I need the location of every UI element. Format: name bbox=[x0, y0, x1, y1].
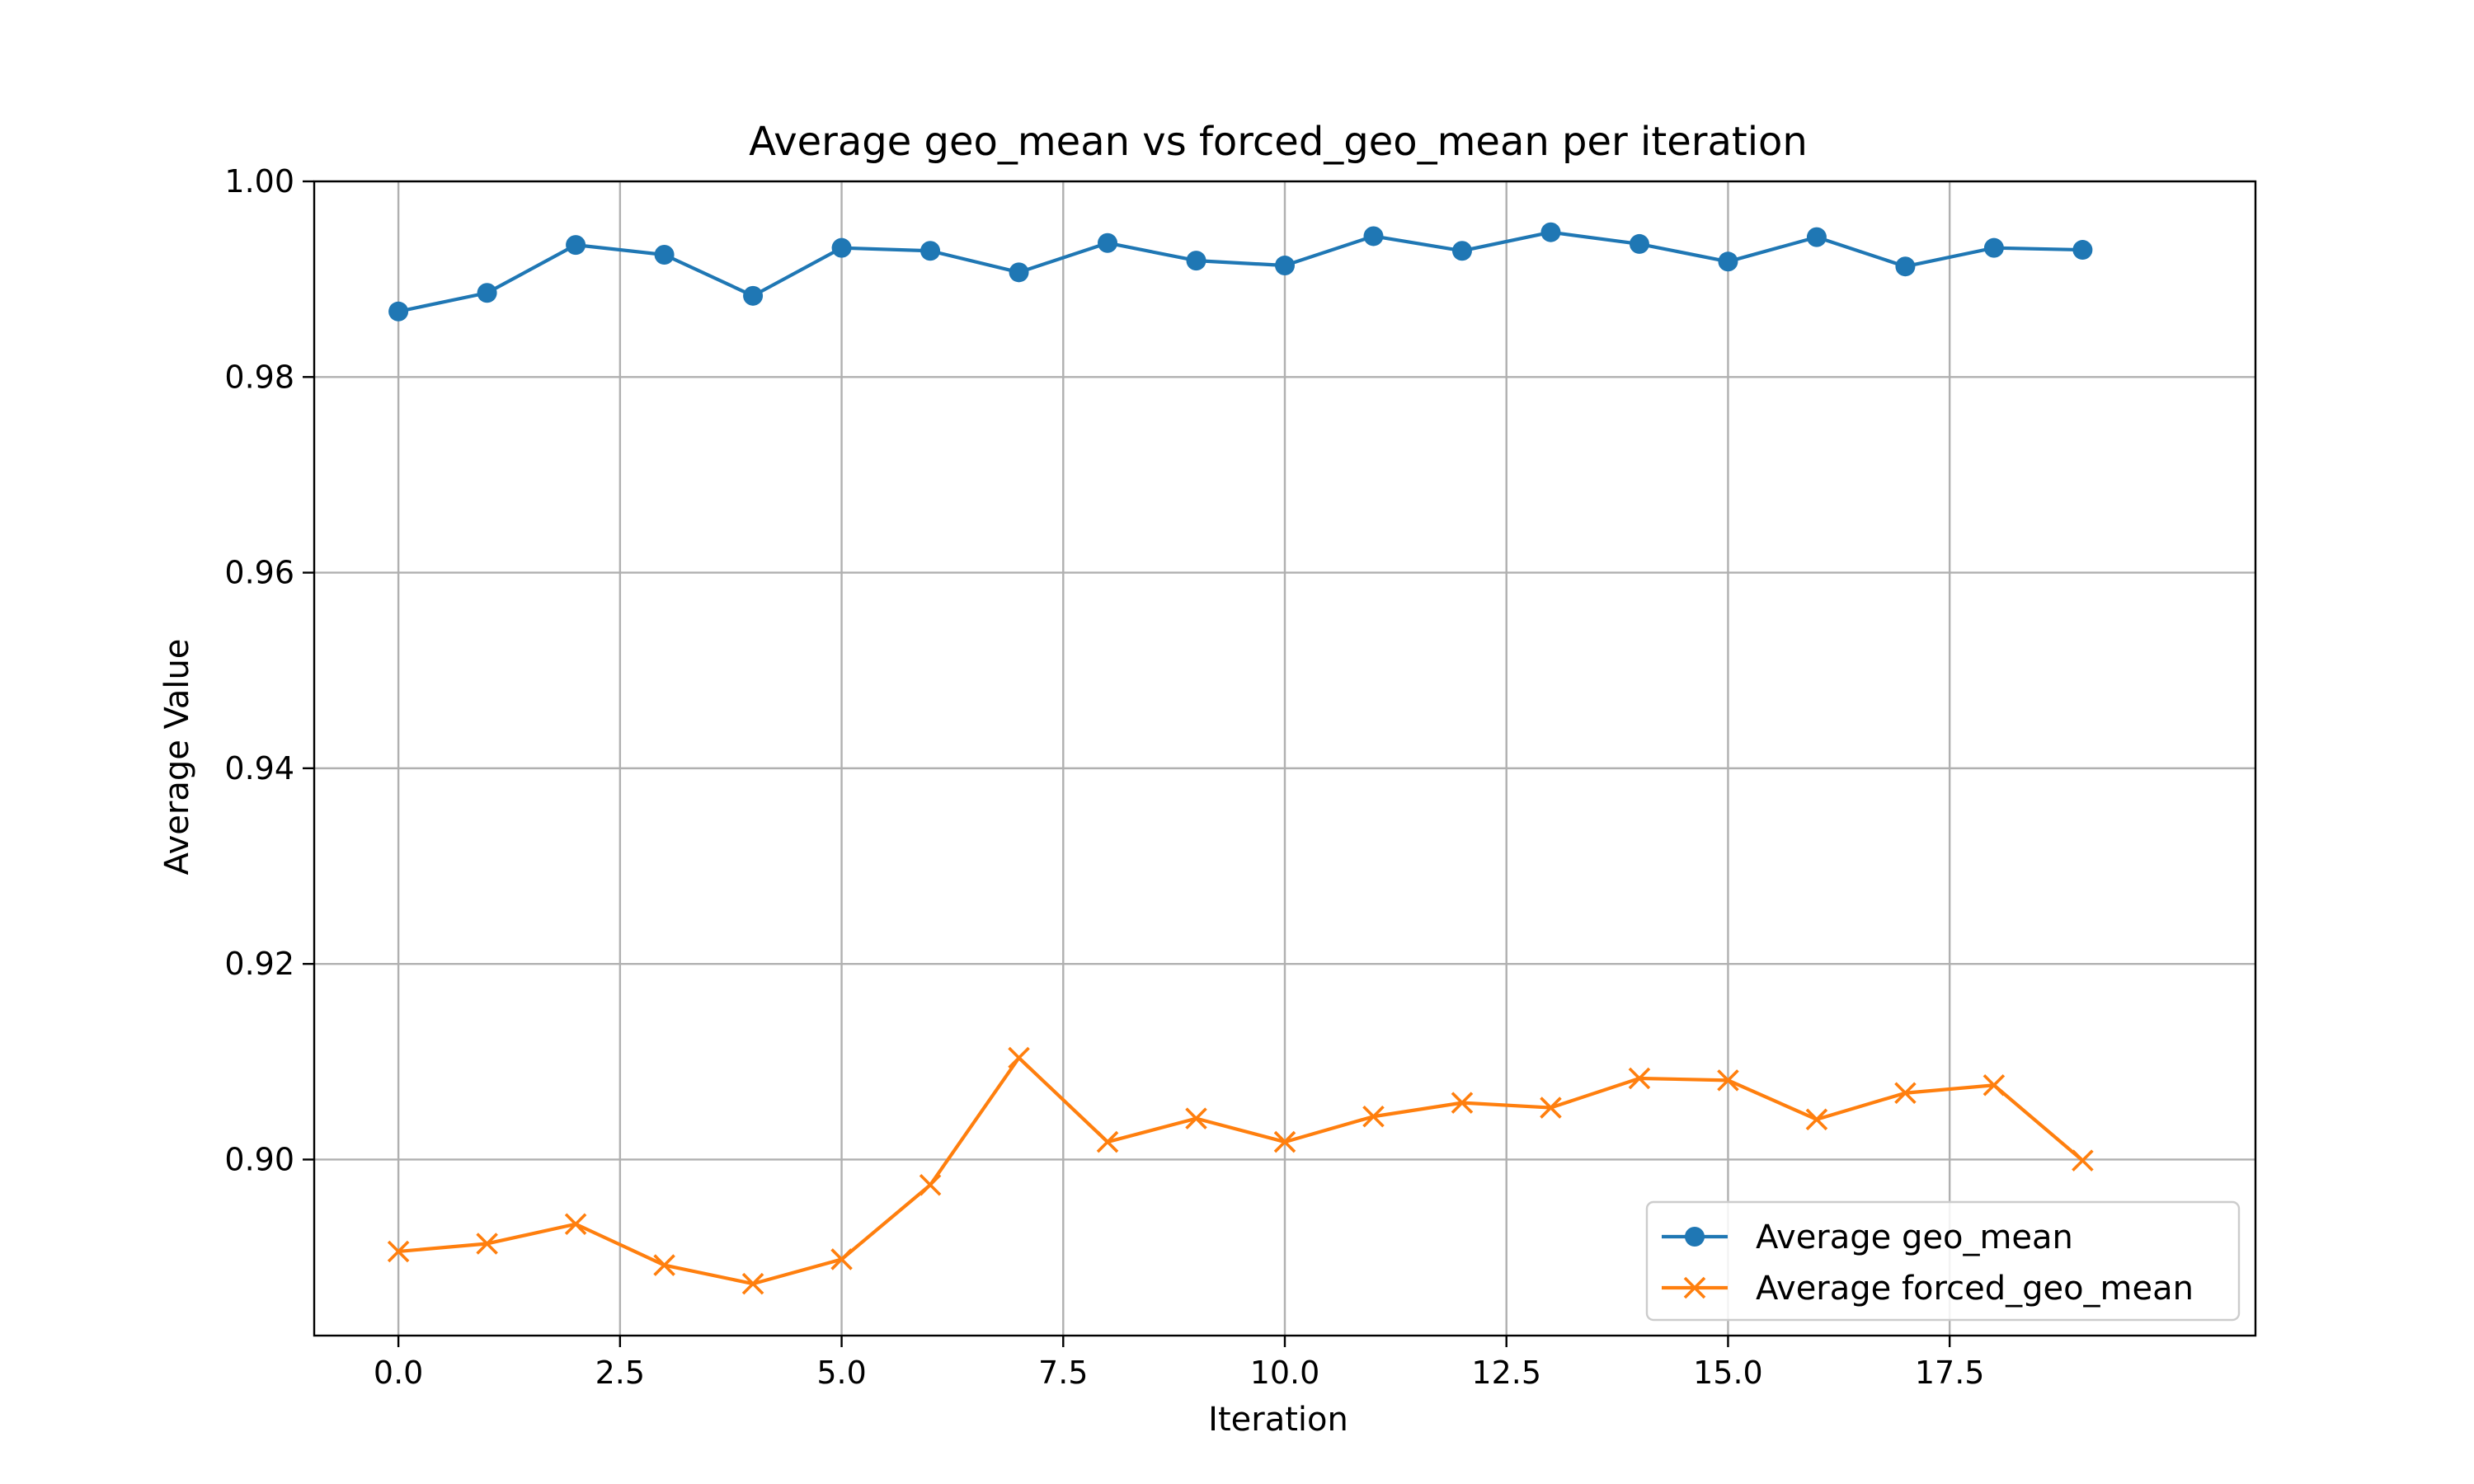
legend-marker bbox=[1685, 1227, 1705, 1247]
data-point bbox=[1098, 232, 1118, 253]
data-point bbox=[1717, 1069, 1739, 1092]
legend-marker bbox=[1683, 1276, 1706, 1299]
data-point bbox=[653, 1254, 675, 1276]
x-tick-label: 17.5 bbox=[1915, 1355, 1985, 1391]
data-point bbox=[1629, 233, 1649, 254]
y-axis: 0.90 0.92 0.94 0.96 0.98 1.00 bbox=[224, 163, 314, 1177]
data-point bbox=[1008, 1046, 1030, 1069]
y-tick-label: 0.98 bbox=[224, 359, 294, 395]
data-point bbox=[1096, 1130, 1119, 1153]
data-point bbox=[1451, 1092, 1474, 1114]
y-axis-label: Average Value bbox=[158, 639, 196, 876]
data-point bbox=[1363, 226, 1384, 247]
data-point bbox=[1540, 1097, 1562, 1119]
series-geo-mean bbox=[388, 222, 2093, 322]
data-point bbox=[1983, 237, 2004, 258]
grid bbox=[314, 180, 2255, 1336]
data-point bbox=[564, 1213, 587, 1236]
data-point bbox=[566, 235, 586, 256]
data-point bbox=[1273, 1130, 1296, 1153]
data-point bbox=[1805, 1108, 1828, 1131]
data-point bbox=[741, 1272, 764, 1295]
series-line bbox=[397, 1055, 2084, 1286]
y-tick-label: 0.90 bbox=[224, 1141, 294, 1177]
y-tick-label: 1.00 bbox=[224, 163, 294, 200]
data-point bbox=[1186, 251, 1206, 271]
x-tick-label: 2.5 bbox=[595, 1355, 645, 1391]
legend-box bbox=[1645, 1200, 2241, 1322]
data-point bbox=[1185, 1107, 1207, 1129]
x-tick-label: 15.0 bbox=[1693, 1355, 1763, 1391]
data-point bbox=[1894, 1082, 1917, 1105]
y-tick-label: 0.96 bbox=[224, 555, 294, 591]
legend: Average geo_mean Average forced_geo_mean bbox=[1645, 1200, 2241, 1322]
legend-label: Average forced_geo_mean bbox=[1756, 1270, 2194, 1308]
x-tick-label: 5.0 bbox=[816, 1355, 866, 1391]
data-point bbox=[1451, 241, 1472, 261]
chart-title: Average geo_mean vs forced_geo_mean per … bbox=[749, 119, 1808, 165]
data-point bbox=[1895, 256, 1916, 277]
data-point bbox=[1362, 1105, 1385, 1128]
x-tick-label: 12.5 bbox=[1471, 1355, 1541, 1391]
y-tick-label: 0.92 bbox=[224, 946, 294, 982]
plot-area bbox=[387, 222, 2094, 1295]
data-point bbox=[2072, 240, 2093, 261]
y-tick-label: 0.94 bbox=[224, 750, 294, 787]
data-point bbox=[831, 237, 852, 258]
data-point bbox=[1628, 1067, 1651, 1090]
x-tick-label: 10.0 bbox=[1250, 1355, 1320, 1391]
data-point bbox=[1806, 227, 1827, 247]
data-point bbox=[1009, 262, 1029, 283]
data-point bbox=[388, 301, 409, 322]
data-point bbox=[477, 283, 497, 303]
data-point bbox=[2072, 1149, 2094, 1172]
data-point bbox=[743, 285, 764, 306]
x-tick-label: 7.5 bbox=[1038, 1355, 1088, 1391]
data-point bbox=[830, 1248, 853, 1270]
data-point bbox=[1275, 256, 1295, 276]
data-point bbox=[919, 1174, 942, 1196]
data-point bbox=[476, 1233, 498, 1255]
series-forced-geo-mean bbox=[387, 1046, 2094, 1295]
series-line bbox=[397, 230, 2083, 313]
data-point bbox=[1540, 222, 1561, 242]
data-point bbox=[654, 244, 675, 265]
x-axis-label: Iteration bbox=[1208, 1401, 1348, 1439]
data-point bbox=[920, 241, 941, 261]
data-point bbox=[387, 1240, 410, 1263]
x-tick-label: 0.0 bbox=[374, 1355, 423, 1391]
data-point bbox=[1982, 1073, 2006, 1097]
x-axis: 0.0 2.5 5.0 7.5 10.0 12.5 15.0 17.5 bbox=[374, 1336, 1985, 1391]
legend-label: Average geo_mean bbox=[1756, 1219, 2073, 1256]
data-point bbox=[1718, 251, 1738, 272]
